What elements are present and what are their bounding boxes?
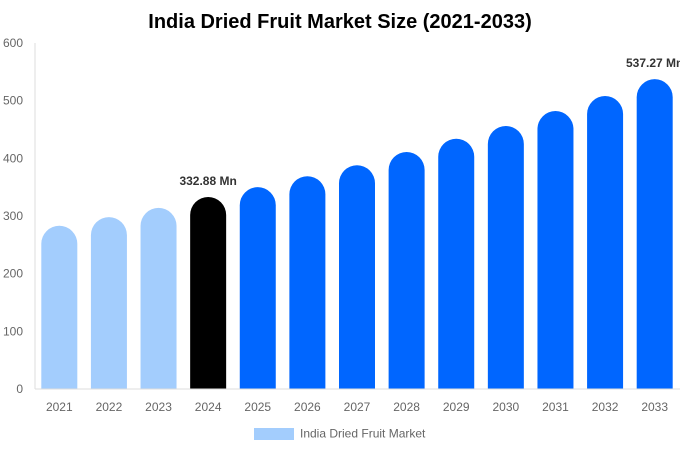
x-tick-label: 2021: [46, 400, 73, 414]
x-tick-label: 2024: [195, 400, 222, 414]
bar-2033: [636, 79, 673, 389]
x-tick-label: 2022: [96, 400, 123, 414]
bar-2027: [339, 165, 375, 389]
legend[interactable]: India Dried Fruit Market: [254, 427, 426, 441]
y-tick-label: 400: [3, 151, 23, 165]
bar-2026: [289, 176, 326, 389]
bar-2029: [438, 138, 475, 389]
x-tick-label: 2027: [344, 400, 371, 414]
y-tick-label: 500: [3, 94, 23, 108]
chart-title: India Dried Fruit Market Size (2021-2033…: [148, 11, 531, 33]
data-labels: 332.88 Mn 537.27 Mn: [179, 56, 680, 188]
x-tick-label: 2028: [393, 400, 420, 414]
y-tick-label: 300: [3, 209, 23, 223]
bar-2023: [140, 207, 177, 389]
y-tick-label: 200: [3, 267, 23, 281]
x-tick-label: 2026: [294, 400, 321, 414]
bar-2024: [190, 197, 227, 389]
bars: [41, 79, 673, 390]
bar-2032: [587, 96, 624, 389]
legend-swatch: [254, 428, 294, 440]
x-tick-label: 2032: [592, 400, 619, 414]
bar-2031: [537, 111, 574, 389]
x-tick-label: 2029: [443, 400, 470, 414]
bar-2028: [388, 151, 425, 389]
x-tick-label: 2030: [492, 400, 519, 414]
x-tick-label: 2025: [244, 400, 271, 414]
data-label-2033: 537.27 Mn: [626, 56, 680, 70]
y-tick-label: 600: [3, 36, 23, 50]
y-axis: 0 100 200 300 400 500 600: [3, 36, 36, 396]
bar-2025: [239, 187, 276, 389]
y-tick-label: 100: [3, 324, 23, 338]
bar-2021: [41, 225, 78, 389]
legend-label: India Dried Fruit Market: [300, 427, 426, 441]
x-axis: 2021 2022 2023 2024 2025 2026 2027 2028 2029 2030…: [35, 388, 680, 414]
x-tick-label: 2023: [145, 400, 172, 414]
data-label-2024: 332.88 Mn: [179, 174, 236, 188]
x-tick-label: 2031: [542, 400, 569, 414]
x-tick-label: 2033: [641, 400, 668, 414]
y-tick-label: 0: [16, 382, 23, 396]
bar-2022: [90, 217, 127, 389]
bar-2030: [487, 126, 524, 390]
